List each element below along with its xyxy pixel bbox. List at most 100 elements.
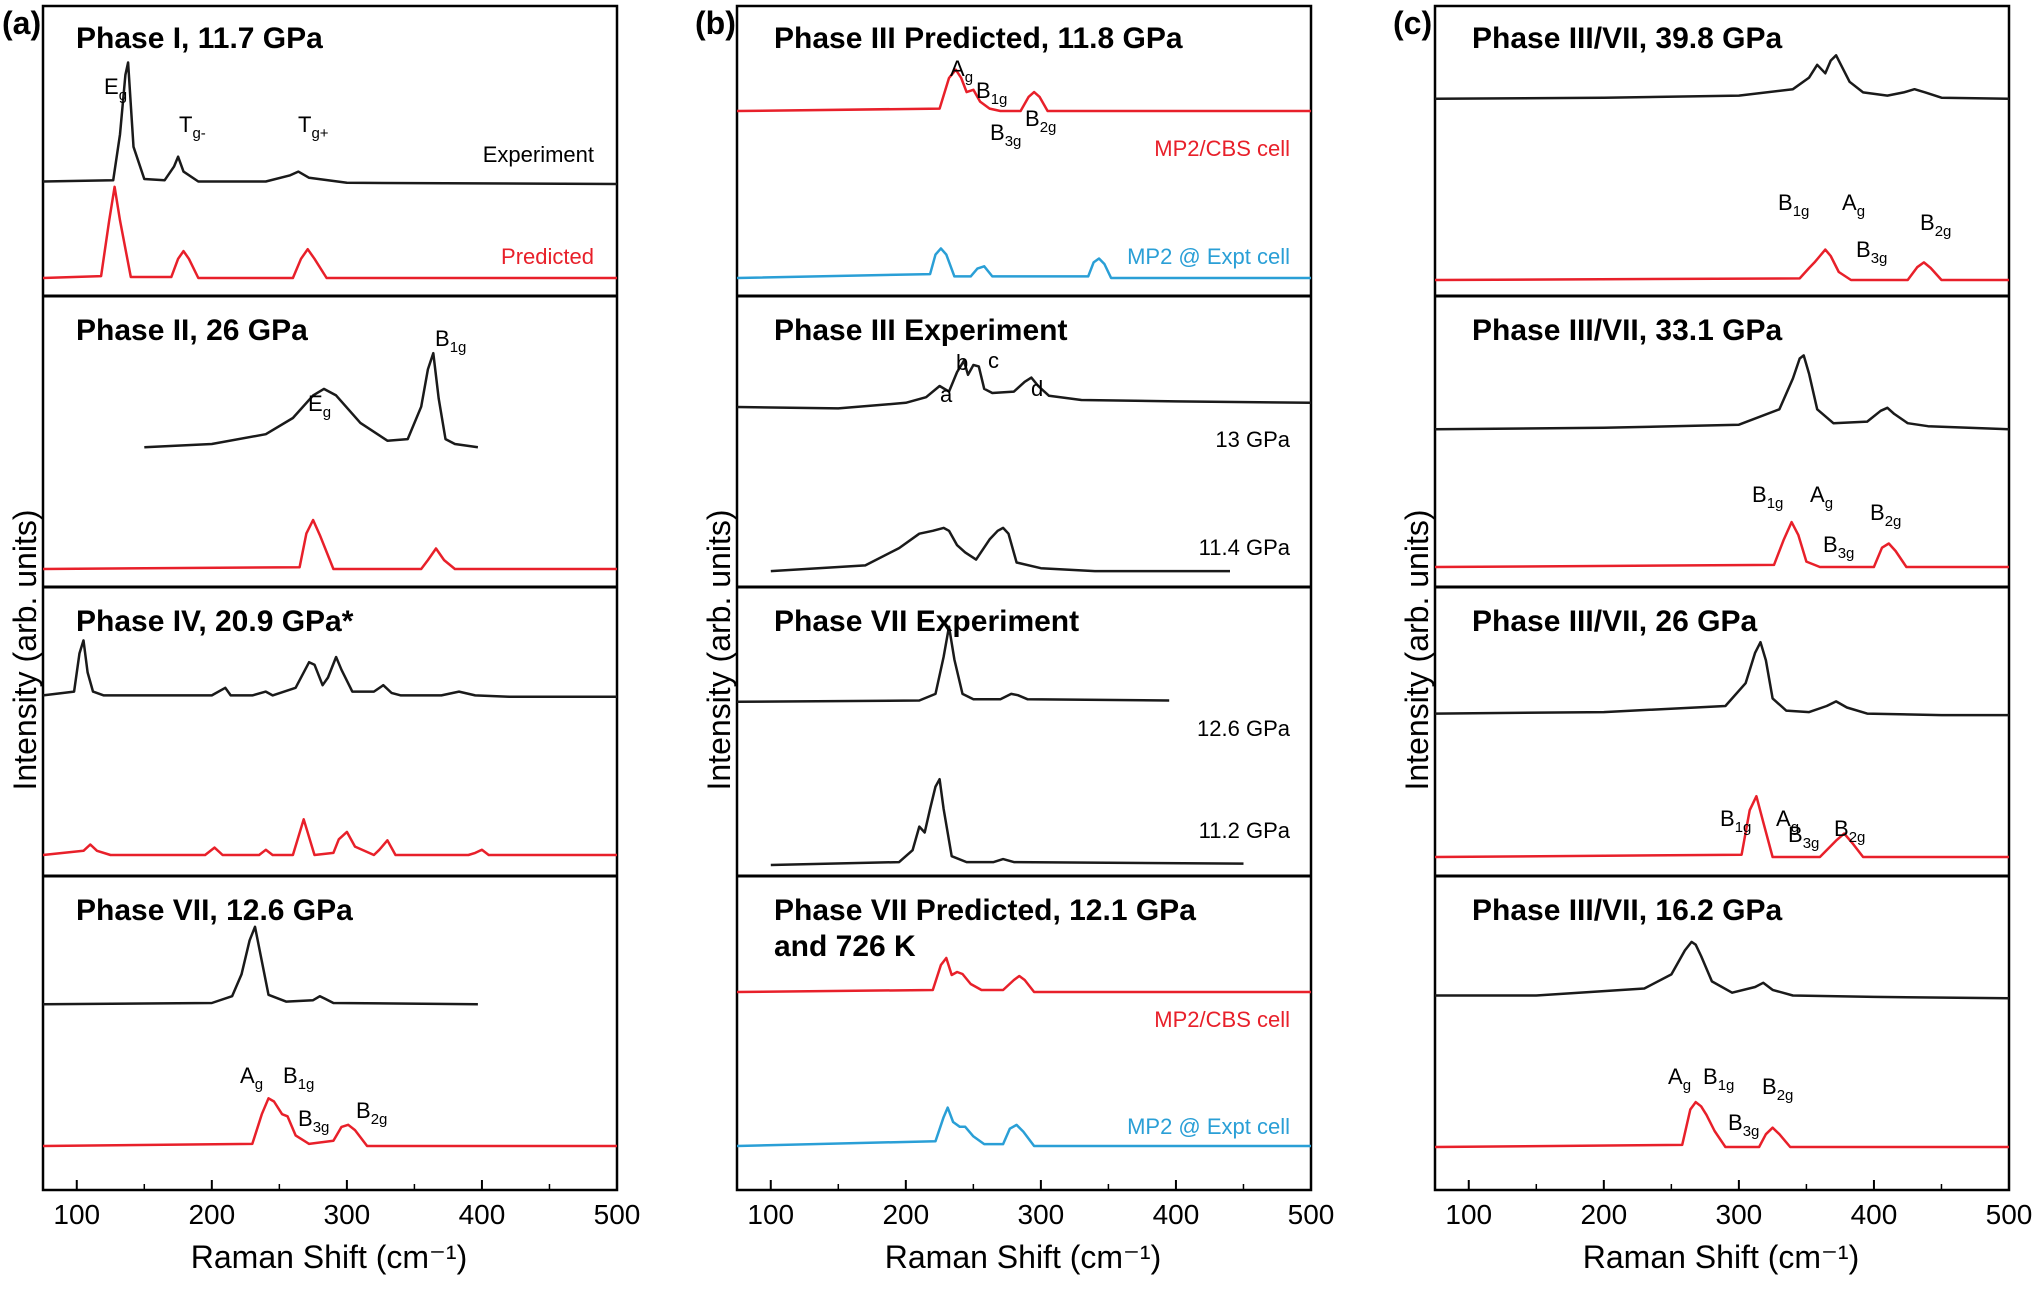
panel-title-a4: Phase VII, 12.6 GPa — [76, 894, 353, 927]
peak-label-b1g-c2: B1g — [1752, 482, 1783, 512]
panel-title-b4: Phase VII Predicted, 12.1 GPa — [774, 894, 1196, 927]
peak-label-b2g-a4: B2g — [356, 1098, 387, 1128]
xtick-label-c-4: 500 — [1986, 1199, 2033, 1230]
xlabel-c: Raman Shift (cm⁻¹) — [1583, 1239, 1859, 1275]
series-line-p0-s0 — [42, 61, 618, 186]
series-line-p7-s0 — [736, 956, 1311, 994]
series-line-p0-s1 — [42, 185, 617, 280]
peak-label-b1g-c1: B1g — [1778, 190, 1809, 220]
peak-label-b3g-c4: B3g — [1728, 1110, 1759, 1140]
spectra-curves — [42, 54, 2010, 1149]
peak-label-ag-b1: Ag — [950, 56, 973, 86]
series-label-mp2expt-b4: MP2 @ Expt cell — [1127, 1114, 1290, 1139]
panel-title-b3: Phase VII Experiment — [774, 605, 1079, 638]
peak-label-eg-2: Eg — [308, 391, 331, 421]
panel-title-c1: Phase III/VII, 39.8 GPa — [1472, 22, 1782, 55]
peak-label-c: c — [988, 348, 999, 373]
peak-label-eg: Eg — [104, 74, 127, 104]
peak-label-b2g-c2: B2g — [1870, 500, 1901, 530]
peak-label-tg-plus: Tg+ — [298, 112, 329, 142]
panel-title-a3: Phase IV, 20.9 GPa* — [76, 605, 354, 638]
series-line-p2-s0 — [42, 639, 617, 698]
panel-title-b2: Phase III Experiment — [774, 314, 1067, 347]
panel-title-c3: Phase III/VII, 26 GPa — [1472, 605, 1757, 638]
peak-label-b2g-c4: B2g — [1762, 1074, 1793, 1104]
peak-label-tg-minus: Tg- — [179, 112, 206, 142]
labels: (a) (b) (c) Intensity (arb. units) Inten… — [2, 5, 1951, 1275]
series-line-p9-s1 — [1434, 520, 2009, 569]
series-line-p6-s1 — [770, 777, 1244, 867]
xtick-label-a-3: 400 — [459, 1199, 506, 1230]
peak-label-b3g-b1: B3g — [990, 120, 1021, 150]
series-label-mp2expt-b1: MP2 @ Expt cell — [1127, 244, 1290, 269]
xtick-label-c-0: 100 — [1445, 1199, 1492, 1230]
series-line-p3-s1 — [42, 1097, 617, 1148]
xtick-label-c-2: 300 — [1716, 1199, 1763, 1230]
series-line-p5-s1 — [770, 526, 1230, 573]
series-label-13gpa: 13 GPa — [1215, 427, 1290, 452]
peak-label-b: b — [956, 350, 968, 375]
peak-label-ag-c1: Ag — [1842, 190, 1865, 220]
peak-label-b2g-b1: B2g — [1025, 106, 1056, 136]
panel-frames: 100 200 300 400 500 100 200 300 400 500 100 200 300 4… — [41, 4, 2033, 1230]
series-label-11-4gpa: 11.4 GPa — [1199, 535, 1291, 560]
xlabel-b: Raman Shift (cm⁻¹) — [885, 1239, 1161, 1275]
series-line-p8-s0 — [1434, 54, 2010, 101]
peak-label-b1g-2: B1g — [435, 326, 466, 356]
xtick-label-a-1: 200 — [188, 1199, 235, 1230]
series-line-p2-s1 — [42, 818, 617, 857]
xtick-label-c-3: 400 — [1851, 1199, 1898, 1230]
peak-label-b1g-c3: B1g — [1720, 806, 1751, 836]
panel-title-b4-line2: and 726 K — [774, 930, 916, 963]
peak-label-b3g-c1: B3g — [1856, 237, 1887, 267]
series-line-p8-s1 — [1434, 248, 2009, 282]
xtick-label-b-1: 200 — [882, 1199, 929, 1230]
peak-label-b3g-c3: B3g — [1788, 822, 1819, 852]
figure-label-b: (b) — [695, 5, 736, 41]
series-line-p11-s0 — [1435, 940, 2010, 1000]
peak-label-a: a — [940, 382, 953, 407]
ylabel-a: Intensity (arb. units) — [7, 510, 43, 791]
series-label-mp2cbs-b1: MP2/CBS cell — [1154, 136, 1290, 161]
series-line-p11-s1 — [1434, 1100, 2009, 1149]
xtick-label-a-0: 100 — [53, 1199, 100, 1230]
series-line-p1-s1 — [42, 518, 617, 571]
panel-frame-a — [41, 4, 619, 1192]
series-line-p1-s0 — [144, 351, 479, 449]
peak-label-ag-c4: Ag — [1668, 1064, 1691, 1094]
peak-label-ag-c2: Ag — [1810, 482, 1833, 512]
figure-label-a: (a) — [2, 5, 41, 41]
xtick-label-a-4: 500 — [594, 1199, 641, 1230]
series-line-p10-s0 — [1434, 640, 2009, 717]
peak-label-b2g-c3: B2g — [1834, 816, 1865, 846]
peak-label-b2g-c1: B2g — [1920, 210, 1951, 240]
series-label-mp2cbs-b4: MP2/CBS cell — [1154, 1007, 1290, 1032]
figure-label-c: (c) — [1393, 5, 1432, 41]
panel-title-c2: Phase III/VII, 33.1 GPa — [1472, 314, 1782, 347]
panel-title-c4: Phase III/VII, 16.2 GPa — [1472, 894, 1782, 927]
xlabel-a: Raman Shift (cm⁻¹) — [191, 1239, 467, 1275]
series-line-p6-s0 — [736, 625, 1170, 704]
peak-label-ag-c3: Ag — [1776, 806, 1799, 836]
series-line-p9-s0 — [1434, 354, 2010, 431]
ylabel-b: Intensity (arb. units) — [701, 510, 737, 791]
xtick-label-c-1: 200 — [1580, 1199, 1627, 1230]
series-label-11-2gpa: 11.2 GPa — [1199, 818, 1291, 843]
series-line-p4-s1 — [736, 247, 1311, 280]
xtick-label-a-2: 300 — [324, 1199, 371, 1230]
peak-label-b3g-c2: B3g — [1823, 532, 1854, 562]
panel-title-b1: Phase III Predicted, 11.8 GPa — [774, 22, 1183, 55]
xtick-label-b-0: 100 — [747, 1199, 794, 1230]
series-line-p10-s1 — [1434, 794, 2009, 859]
series-label-experiment: Experiment — [483, 142, 594, 167]
panel-frame-b — [735, 4, 1313, 1192]
peak-label-b1g-a4: B1g — [283, 1063, 314, 1093]
panel-title-a2: Phase II, 26 GPa — [76, 314, 308, 347]
peak-label-b1g-c4: B1g — [1703, 1064, 1734, 1094]
peak-label-b3g-a4: B3g — [298, 1106, 329, 1136]
panel-frame-c — [1433, 4, 2011, 1192]
panel-title-a1: Phase I, 11.7 GPa — [76, 22, 323, 55]
ylabel-c: Intensity (arb. units) — [1399, 510, 1435, 791]
series-label-12-6gpa: 12.6 GPa — [1197, 716, 1291, 741]
